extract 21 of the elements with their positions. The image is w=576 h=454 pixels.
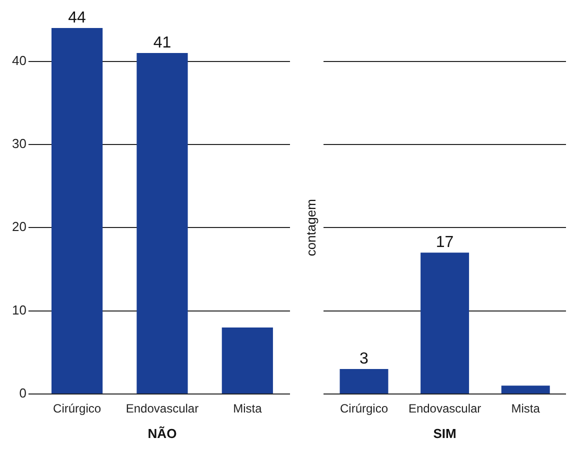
x-tick-label: Mista: [511, 402, 540, 416]
x-tick-label: Cirúrgico: [53, 402, 102, 416]
x-axis-title: NÃO: [148, 426, 177, 441]
y-tick-label: 0: [19, 386, 26, 401]
bar: [51, 28, 103, 394]
data-label: 3: [360, 350, 369, 368]
y-axis-title: contagem: [303, 199, 318, 256]
y-tick-label: 20: [12, 219, 26, 234]
x-tick-label: Mista: [233, 402, 262, 416]
y-tick-label: 10: [12, 302, 26, 318]
data-label: 44: [68, 9, 86, 26]
y-tick-label: 40: [12, 52, 26, 68]
x-tick-label: Endovascular: [126, 402, 199, 416]
x-axis-title: SIM: [433, 426, 456, 441]
bar: [222, 327, 273, 394]
y-tick-label: 30: [12, 136, 26, 152]
bar: [136, 52, 188, 394]
x-tick-label: Endovascular: [408, 402, 482, 416]
x-tick-label: Cirúrgico: [340, 402, 388, 416]
data-label: 41: [153, 34, 172, 52]
data-label: 17: [436, 234, 454, 251]
